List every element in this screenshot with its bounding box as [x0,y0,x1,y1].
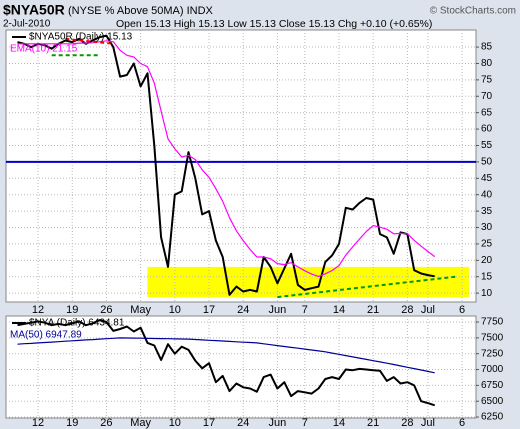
legend-label: EMA(10) 21.15 [10,44,78,55]
y-tick-label: 55 [481,140,493,151]
x-tick-label: Jun [269,417,287,429]
x-tick-label: 19 [66,304,78,316]
series-line [17,319,436,407]
y-tick-label: 30 [481,222,493,233]
y-tick-label: 85 [481,42,493,53]
x-tick-label: Jul [421,304,435,316]
x-tick-label: 19 [66,417,78,429]
date: 2-Jul-2010 [3,19,51,30]
highlight-band [147,266,469,298]
trend-line [277,275,456,299]
y-tick-label: 45 [481,173,493,184]
y-tick-label: 6250 [481,412,504,423]
x-tick-label: 10 [169,304,181,316]
y-tick-label: 15 [481,271,493,282]
legend-label: MA(50) 6947.89 [10,330,82,341]
y-tick-label: 7750 [481,317,504,328]
x-tick-label: 12 [32,417,44,429]
x-tick-label: 24 [237,417,249,429]
x-tick-label: 10 [169,417,181,429]
chart-title: $NYA50R [3,2,65,18]
credit: © StockCharts.com [430,6,516,17]
y-tick-label: 10 [481,288,493,299]
series-line [17,337,435,374]
trend-line [65,37,114,45]
x-tick-label: 24 [237,304,249,316]
x-tick-label: 17 [203,417,215,429]
y-tick-label: 6750 [481,380,504,391]
y-tick-label: 6500 [481,396,504,407]
x-tick-label: Jul [421,417,435,429]
x-tick-label: 26 [100,417,112,429]
x-tick-label: 28 [401,304,413,316]
x-tick-label: 17 [203,304,215,316]
x-tick-label: 26 [100,304,112,316]
x-tick-label: 6 [459,304,465,316]
x-tick-label: 7 [302,304,308,316]
x-tick-label: 7 [302,417,308,429]
x-tick-label: 14 [333,417,345,429]
y-tick-label: 25 [481,239,493,250]
y-tick-label: 80 [481,58,493,69]
y-tick-label: 7250 [481,348,504,359]
y-tick-label: 20 [481,255,493,266]
y-tick-label: 35 [481,206,493,217]
x-tick-label: Jun [269,304,287,316]
y-tick-label: 60 [481,124,493,135]
y-tick-label: 50 [481,157,493,168]
y-tick-label: 65 [481,107,493,118]
y-tick-label: 7000 [481,364,504,375]
x-tick-label: 14 [333,304,345,316]
x-tick-label: May [130,417,151,429]
y-tick-label: 7500 [481,332,504,343]
legend-label: $NYA (Daily) 6434.81 [29,318,125,329]
y-tick-label: 75 [481,75,493,86]
chart-subtitle: (NYSE % Above 50MA) INDX [68,5,214,17]
x-tick-label: 21 [367,304,379,316]
x-tick-label: 21 [367,417,379,429]
x-tick-label: 12 [32,304,44,316]
legend-label: $NYA50R (Daily) 15.13 [29,32,133,43]
plot-area [5,29,477,303]
y-tick-label: 40 [481,189,493,200]
x-tick-label: May [130,304,151,316]
y-tick-label: 70 [481,91,493,102]
series-line [17,40,436,277]
x-tick-label: 6 [459,417,465,429]
quote: Open 15.13 High 15.13 Low 15.13 Close 15… [116,18,432,30]
x-tick-label: 28 [401,417,413,429]
